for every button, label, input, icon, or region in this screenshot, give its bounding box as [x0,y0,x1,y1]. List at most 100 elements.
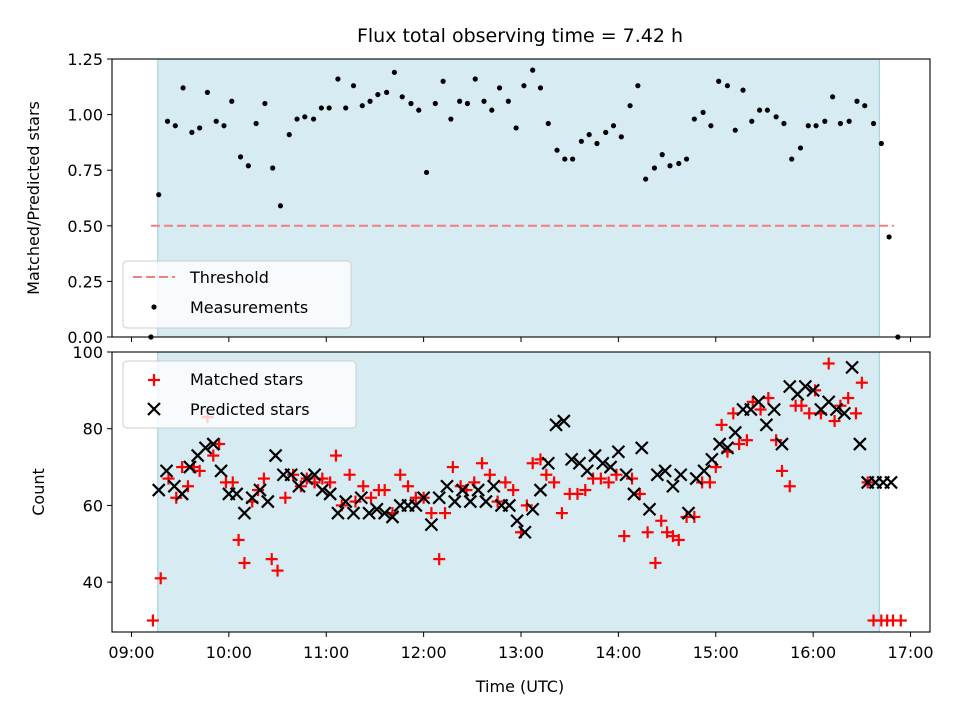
measurement-point [805,123,811,129]
predicted-star-point [603,460,618,474]
matched-star-point [655,514,668,527]
measurement-point [870,120,877,127]
measurement-point [862,103,868,109]
predicted-star-point [845,360,859,375]
matched-star-point [287,468,300,481]
matched-star-point [329,449,342,462]
measurement-point [651,165,658,171]
predicted-star-point [634,441,649,455]
matched-star-point [294,480,307,493]
measurement-point [481,98,487,104]
predicted-star-point [596,456,610,471]
measurement-point [262,100,268,107]
predicted-star-point [728,425,743,440]
matched-star-point [822,357,835,370]
predicted-star-point [346,506,361,520]
predicted-star-point [705,452,719,467]
predicted-star-point [253,483,267,497]
measurement-point [635,83,641,89]
matched-star-point [520,499,533,512]
measurement-point [886,234,892,240]
top-y-tick-label: 0.50 [67,217,103,236]
bottom-y-tick-label: 80 [83,420,103,439]
matched-star-point [633,487,646,500]
measurement-point [610,123,617,129]
top-ylabel: Matched/Predicted stars [24,101,43,295]
measurement-point [667,163,673,169]
predicted-star-point [307,467,322,482]
matched-star-point [402,480,415,493]
predicted-star-point [440,479,454,494]
predicted-star-point [884,475,898,490]
predicted-star-point [611,444,626,459]
predicted-star-point [432,490,446,505]
matched-star-point [476,457,489,470]
predicted-star-point [751,395,766,409]
measurement-point [505,98,511,104]
measurement-point [197,125,203,131]
measurement-point [221,123,227,129]
measurement-point [277,203,284,209]
predicted-star-point [338,494,353,509]
measurement-point [740,87,746,93]
measurement-point [237,154,244,160]
predicted-star-point [837,406,852,421]
matched-star-point [828,415,841,428]
measurement-point [326,105,332,111]
predicted-star-point [214,464,228,478]
predicted-star-point [261,494,275,509]
measurement-point [724,83,731,89]
matched-star-point [618,530,631,543]
measurement-point [586,132,592,138]
matched-star-point [483,468,496,481]
legend-matched-label: Matched stars [190,370,303,389]
predicted-star-point [175,487,189,501]
measurement-point [537,85,544,91]
predicted-star-point [268,448,283,463]
matched-star-point [226,476,239,489]
top-axes-frame [111,58,931,338]
matched-star-point [540,468,553,481]
measurement-point [253,120,259,127]
predicted-star-point [424,517,439,532]
x-axis-label: Time (UTC) [475,677,564,696]
predicted-star-point [712,437,727,451]
matched-star-point [213,438,226,451]
predicted-star-point [354,490,369,505]
predicted-star-point [471,483,485,497]
predicted-star-point [650,467,665,482]
measurement-point [204,89,211,95]
predicted-star-point [549,418,563,432]
predicted-star-point [619,467,633,482]
predicted-star-point [627,487,641,501]
measurement-point [423,169,430,176]
predicted-star-point [502,498,517,513]
matched-star-point [703,476,716,489]
measurement-point [562,156,568,162]
matched-star-point [365,491,378,504]
x-tick-label: 14:00 [595,643,641,662]
matched-star-point [571,487,584,500]
matched-star-point [849,407,862,420]
measurement-point [830,94,836,100]
matched-star-point [894,614,907,627]
predicted-star-point [541,456,556,471]
bottom-x-ticks: 09:00 10:00 11:00 12:00 13:00 14:00 15:00 16:00… [108,632,934,662]
measurement-point [472,76,478,82]
matched-star-point [672,533,685,546]
top-legend: Threshold Measurements [122,260,352,329]
measurement-point [318,105,324,111]
measurement-point [408,100,414,107]
matched-star-point [795,399,808,412]
legend-matched-swatch [148,374,160,386]
measurement-point [545,120,551,127]
predicted-star-point [455,483,470,497]
measurement-point [854,98,860,104]
predicted-star-point [720,441,735,455]
top-y-ticks: 0.00 0.25 0.50 0.75 1.00 1.25 [67,50,112,347]
predicted-star-point [299,471,314,486]
measurement-point [813,123,819,129]
measurement-point [732,127,738,133]
matched-star-point [271,564,284,577]
